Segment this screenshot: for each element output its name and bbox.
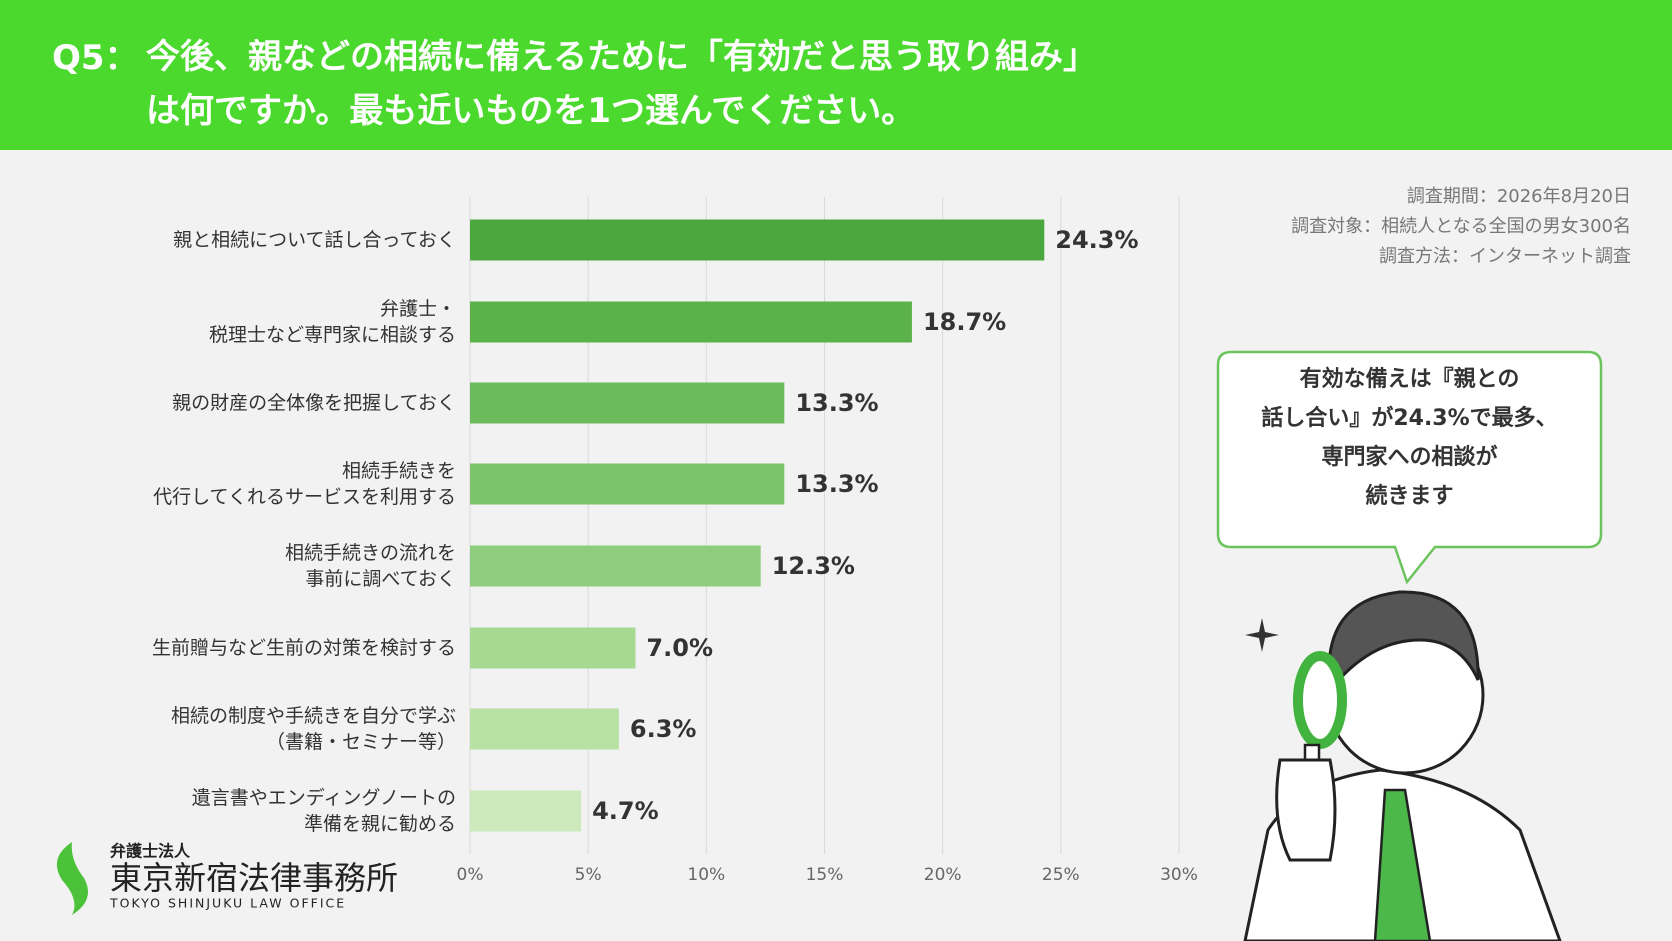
x-tick-label: 15% (806, 865, 844, 885)
bar (470, 790, 582, 832)
bubble-text: 有効な備えは『親との 話し合い』が24.3%で最多、 専門家への相談が 続きます (1261, 367, 1558, 509)
value-label: 13.3% (795, 389, 878, 417)
y-tick-label: 親と相続について話し合っておく (173, 229, 456, 251)
y-tick-label: 生前贈与など生前の対策を検討する (151, 637, 456, 659)
x-tick-label: 10% (687, 865, 725, 885)
value-label: 13.3% (795, 470, 878, 498)
survey-note: 調査期間：2026年8月20日 (1406, 186, 1631, 207)
x-tick-label: 5% (575, 865, 602, 885)
value-label: 7.0% (646, 634, 713, 662)
x-tick-label: 20% (924, 865, 962, 885)
bar (470, 708, 619, 750)
bar (470, 301, 912, 343)
bar (470, 382, 785, 424)
y-tick-label: 弁護士・ 税理士など専門家に相談する (208, 298, 456, 346)
y-tick-label: 相続手続きの流れを 事前に調べておく (284, 542, 456, 590)
question-label: Q5： (52, 38, 139, 78)
logo-en: TOKYO SHINJUKU LAW OFFICE (109, 896, 346, 911)
survey-note: 調査対象：相続人となる全国の男女300名 (1291, 216, 1631, 237)
bar (470, 219, 1045, 261)
value-label: 24.3% (1055, 226, 1138, 254)
bar (470, 463, 785, 505)
x-tick-label: 30% (1160, 865, 1198, 885)
value-label: 18.7% (923, 308, 1006, 336)
x-tick-label: 25% (1042, 865, 1080, 885)
y-tick-label: 遺言書やエンディングノートの 準備を親に勧める (191, 787, 456, 835)
survey-notes: 調査期間：2026年8月20日 調査対象：相続人となる全国の男女300名 調査方… (1291, 182, 1631, 272)
value-label: 6.3% (630, 715, 697, 743)
logo: 弁護士法人 東京新宿法律事務所 TOKYO SHINJUKU LAW OFFIC… (56, 842, 398, 915)
bar (470, 627, 636, 669)
title: 今後、親などの相続に備えるために「有効だと思う取り組み」 は何ですか。最も近いも… (146, 37, 1097, 131)
x-tick-label: 0% (457, 865, 484, 885)
survey-note: 調査方法：インターネット調査 (1379, 246, 1631, 267)
logo-sub: 弁護士法人 (110, 842, 191, 861)
bar (470, 545, 761, 587)
value-label: 4.7% (592, 797, 659, 825)
value-label: 12.3% (772, 552, 855, 580)
y-tick-label: 親の財産の全体像を把握しておく (172, 392, 456, 414)
y-tick-label: 相続の制度や手続きを自分で学ぶ （書籍・セミナー等） (170, 705, 456, 753)
illustration (1216, 350, 1603, 941)
y-tick-label: 相続手続きを 代行してくれるサービスを利用する (153, 460, 456, 508)
header: Q5： 今後、親などの相続に備えるために「有効だと思う取り組み」 は何ですか。最… (0, 0, 1672, 150)
logo-name: 東京新宿法律事務所 (110, 859, 398, 897)
